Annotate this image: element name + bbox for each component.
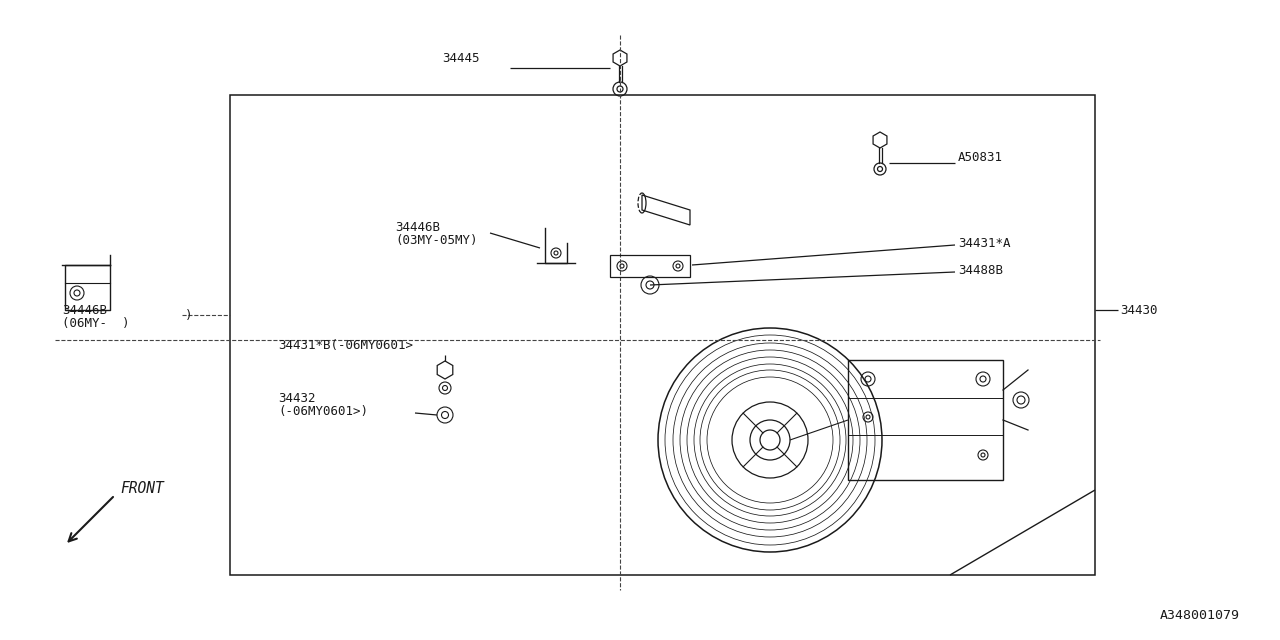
Text: ): )	[186, 308, 192, 321]
Bar	[849, 360, 1004, 480]
Bar	[230, 95, 1094, 575]
Text: A348001079: A348001079	[1160, 609, 1240, 622]
Text: FRONT: FRONT	[120, 481, 164, 495]
Text: (-06MY0601>): (-06MY0601>)	[278, 404, 369, 417]
Text: 34431*A: 34431*A	[957, 237, 1010, 250]
Text: A50831: A50831	[957, 150, 1004, 163]
Text: 34446B: 34446B	[396, 221, 440, 234]
Bar	[611, 255, 690, 277]
Text: 34432: 34432	[278, 392, 315, 404]
Text: (03MY-05MY): (03MY-05MY)	[396, 234, 477, 246]
Text: (06MY-  ): (06MY- )	[61, 317, 129, 330]
Text: 34445: 34445	[443, 51, 480, 65]
Text: 34446B: 34446B	[61, 303, 108, 317]
Text: 34430: 34430	[1120, 303, 1157, 317]
Text: 34488B: 34488B	[957, 264, 1004, 276]
Text: 34431*B(-06MY0601>: 34431*B(-06MY0601>	[278, 339, 413, 351]
